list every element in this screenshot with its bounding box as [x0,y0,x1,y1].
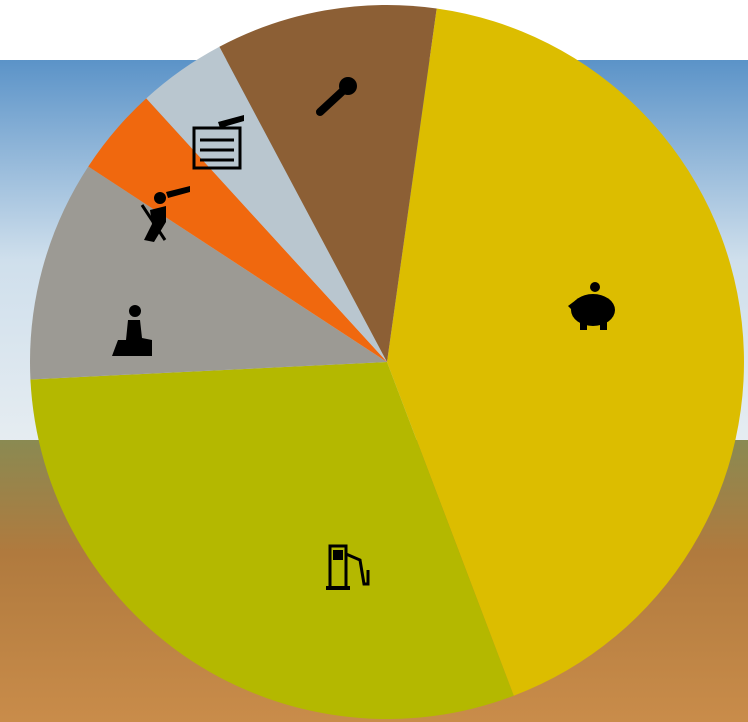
pie-slice [219,5,437,363]
icons [112,77,615,590]
fuel-icon [326,544,370,590]
seat-icon [112,305,152,356]
pie-slice [88,98,387,362]
wrench-icon [316,77,357,116]
pie [29,5,745,719]
piggy-bank-icon [568,282,615,330]
tax-icon [192,115,244,170]
pie-slice [29,166,387,380]
worker-icon [140,186,190,242]
pie-slice [30,362,514,719]
pie-slice [146,46,387,362]
pie-slice [387,8,745,696]
